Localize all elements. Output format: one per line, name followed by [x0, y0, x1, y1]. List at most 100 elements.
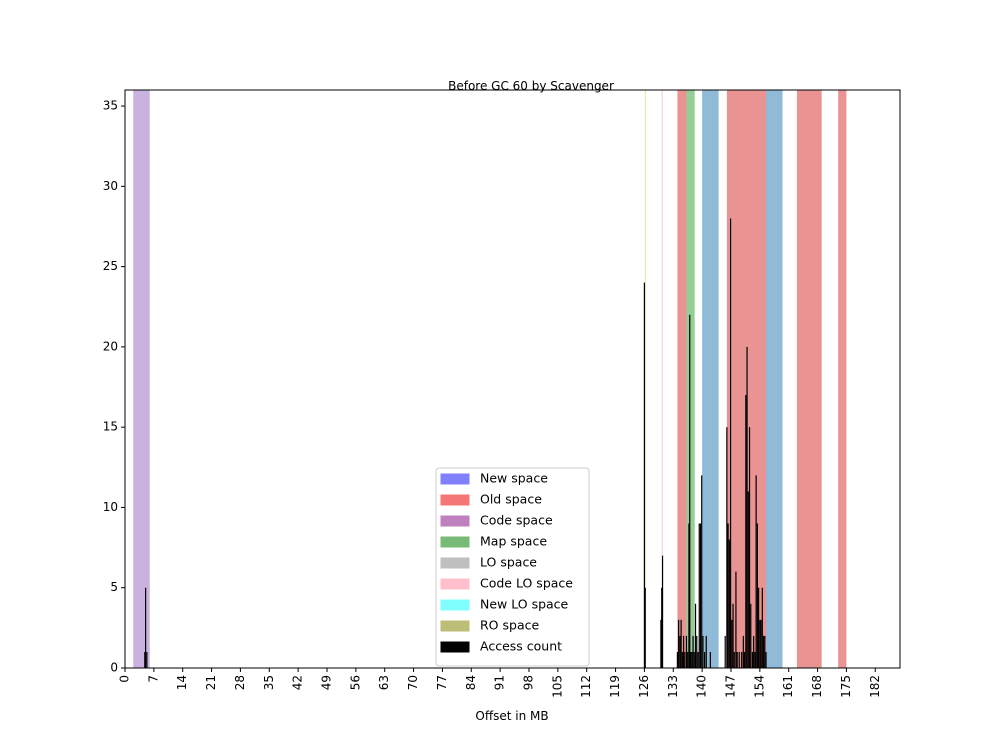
x-tick-label: 14 [175, 675, 189, 690]
old-space-region [838, 90, 847, 668]
access-count-bar [747, 491, 749, 668]
x-tick-label: 56 [348, 675, 362, 690]
access-count-bar [704, 651, 706, 668]
access-count-bar [689, 314, 691, 668]
map-space-region [686, 90, 695, 668]
x-tick-label: 28 [233, 675, 247, 690]
access-count-bar [696, 635, 698, 668]
access-count-bar [756, 523, 758, 668]
x-tick-label: 91 [493, 675, 507, 690]
access-count-bar [729, 218, 732, 668]
legend-swatch [440, 578, 470, 590]
access-count-bar [697, 651, 699, 668]
access-count-bar [660, 619, 662, 668]
legend-label: Access count [480, 639, 562, 654]
access-count-bar [764, 635, 766, 668]
x-tick-label: 119 [608, 675, 622, 698]
legend-label: Code space [480, 513, 553, 528]
x-tick-label: 168 [810, 675, 824, 698]
legend-swatch [440, 599, 470, 611]
access-count-bar [738, 651, 740, 668]
access-count-bar [735, 571, 737, 668]
access-count-bar [745, 395, 747, 668]
access-count-bar [743, 651, 746, 668]
new-space-region [766, 90, 783, 668]
access-count-bar [644, 587, 646, 668]
access-count-bar [762, 635, 765, 668]
access-count-bar [701, 475, 703, 668]
x-tick-label: 133 [666, 675, 680, 698]
access-count-bar [709, 651, 711, 668]
legend: New space Old space Code space Map space LO … [435, 467, 590, 667]
x-tick-label: 42 [291, 675, 305, 690]
space-regions [133, 90, 847, 668]
x-tick-label: 105 [550, 675, 564, 698]
access-count-bar [733, 651, 735, 668]
plot-frame [124, 89, 901, 669]
access-count-bar [692, 635, 694, 668]
access-count-bar [661, 587, 663, 668]
x-tick-label: 98 [521, 675, 535, 690]
legend-swatch [440, 641, 470, 653]
x-tick-label: 147 [723, 675, 737, 698]
y-tick-label: 15 [103, 420, 118, 434]
access-count-bar [741, 651, 743, 668]
access-count-bar [699, 523, 702, 668]
x-tick-label: 84 [464, 675, 478, 690]
legend-label: New space [480, 471, 548, 486]
access-count-bar [765, 651, 767, 668]
access-count-bar [755, 475, 757, 668]
access-count-bar [742, 635, 744, 668]
y-tick-label: 30 [103, 179, 118, 193]
x-tick-label: 161 [781, 675, 795, 698]
access-count-bar [728, 539, 730, 668]
access-count-bar [751, 651, 754, 668]
new-space-region [702, 90, 719, 668]
y-tick-label: 35 [103, 99, 118, 113]
access-count-bar [761, 587, 763, 668]
access-count-bar [726, 427, 728, 668]
x-tick-label: 77 [435, 675, 449, 690]
x-tick-label: 21 [204, 675, 218, 690]
x-tick-label: 182 [868, 675, 882, 698]
x-tick-label: 35 [262, 675, 276, 690]
access-count-bar [682, 635, 685, 668]
x-axis-label: Offset in MB [475, 709, 548, 723]
legend-swatch [440, 557, 470, 569]
y-tick-label: 0 [110, 661, 118, 675]
legend-label: LO space [480, 555, 537, 570]
legend-label: Old space [480, 492, 542, 507]
legend-label: RO space [480, 618, 539, 633]
access-count-bar [724, 635, 726, 668]
ro-space-region [644, 90, 646, 668]
legend-label: Map space [480, 534, 547, 549]
access-count-bar [643, 282, 646, 668]
legend-box [435, 467, 590, 667]
access-count-bar [679, 635, 681, 668]
old-space-region [677, 90, 687, 668]
access-count-bar [693, 651, 695, 668]
x-tick-label: 0 [118, 675, 132, 683]
access-count-bar [146, 651, 148, 668]
access-count-bar [144, 651, 146, 668]
x-tick-label: 49 [319, 675, 333, 690]
access-count-bar [661, 555, 664, 668]
old-space-region [726, 90, 767, 668]
x-tick-label: 154 [752, 675, 766, 698]
legend-swatch [440, 473, 470, 485]
legend-label: New LO space [480, 597, 569, 612]
access-count-bar [750, 603, 752, 668]
access-count-bar [746, 346, 748, 668]
access-count-bar [145, 587, 147, 668]
x-tick-label: 140 [695, 675, 709, 698]
y-tick-label: 25 [103, 259, 118, 273]
legend-swatch [440, 494, 470, 506]
x-tick-label: 63 [377, 675, 391, 690]
access-count-bar [727, 523, 729, 668]
access-count-bar [760, 619, 762, 668]
access-count-bar [689, 651, 692, 668]
y-axis-ticks: 0 5 10 15 20 25 30 35 [103, 99, 125, 675]
access-count-bar [698, 523, 700, 668]
access-count-bar [731, 619, 733, 668]
